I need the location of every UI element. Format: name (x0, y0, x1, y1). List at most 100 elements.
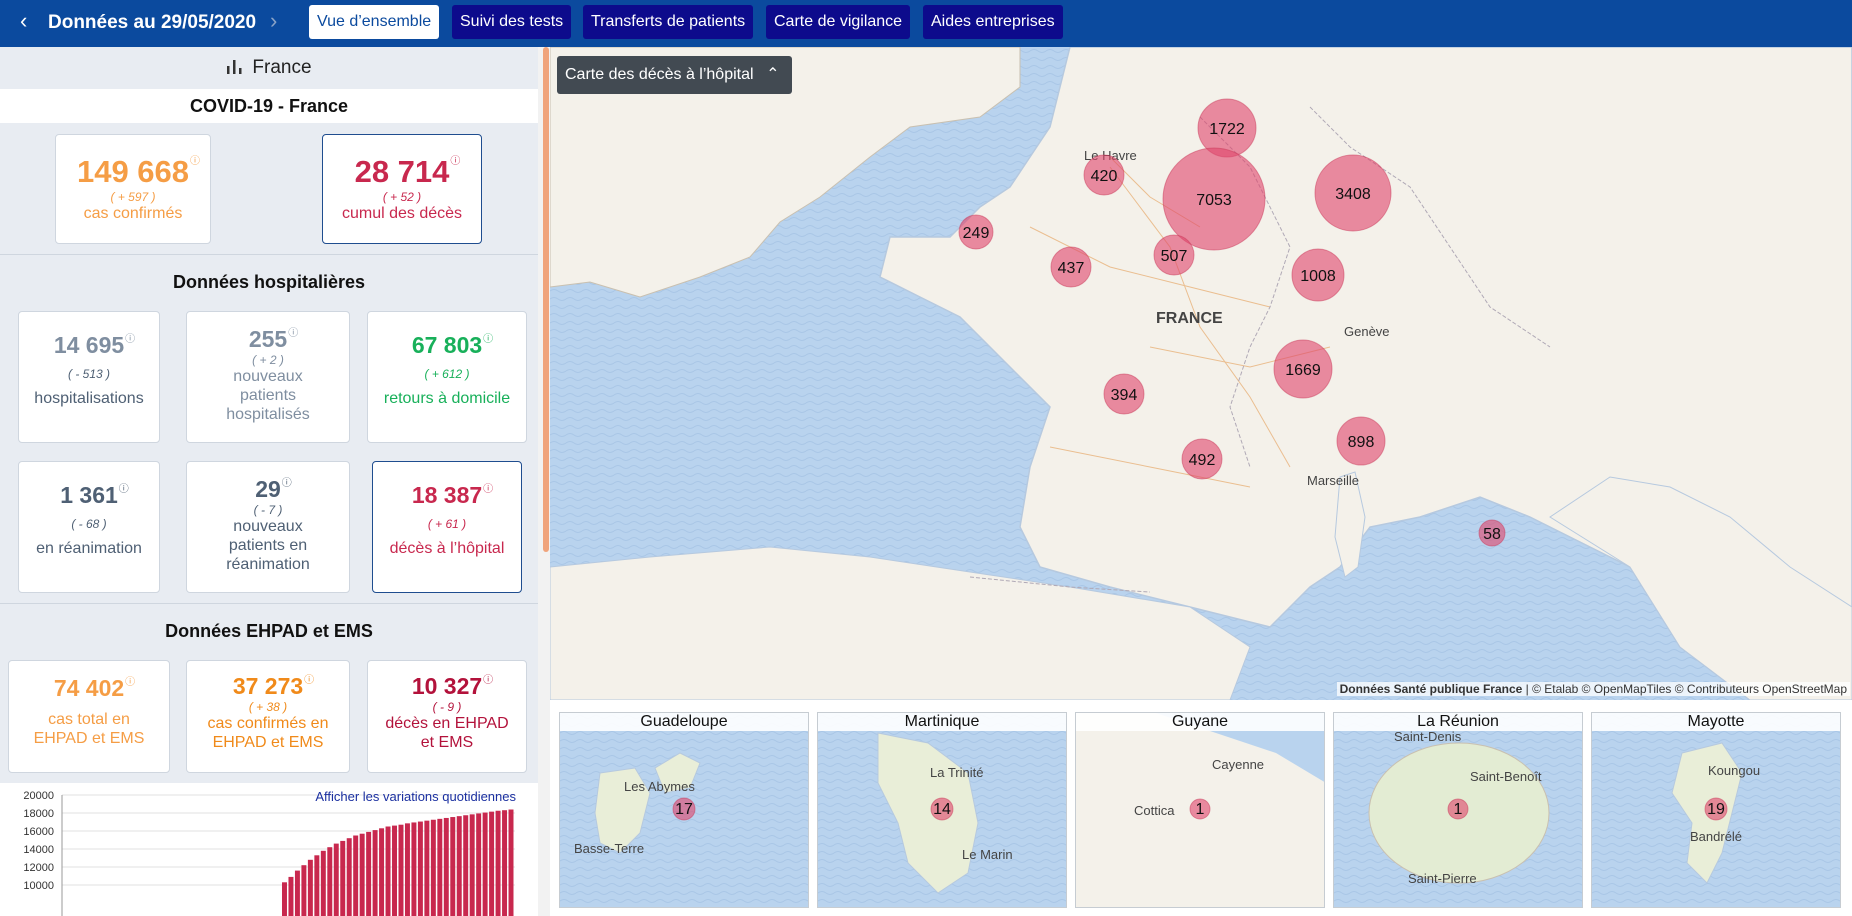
chart-bar[interactable] (443, 817, 449, 916)
chart-bar[interactable] (411, 822, 417, 916)
chart-bar[interactable] (359, 833, 365, 916)
intensive-care-label: en réanimation (36, 540, 142, 557)
card-ehpad-deaths[interactable]: 10 327 ⓘ ( - 9 ) décès en EHPAD et EMS (367, 660, 527, 773)
bubble-507[interactable]: 507 (1153, 234, 1195, 276)
card-returns-home[interactable]: 67 803 ⓘ ( + 612 ) retours à domicile (367, 311, 527, 443)
bubble-249[interactable]: 249 (958, 214, 994, 250)
chart-bar[interactable] (340, 840, 346, 916)
chart-bar[interactable] (502, 810, 508, 916)
tab-vigilance-map[interactable]: Carte de vigilance (766, 5, 911, 39)
chart-bar[interactable] (385, 826, 391, 916)
bubble-guyane[interactable]: 1 (1189, 798, 1211, 820)
chart-bar[interactable] (417, 821, 423, 916)
chart-bar[interactable] (482, 812, 488, 916)
card-ehpad-total[interactable]: 74 402 ⓘ cas total en EHPAD et EMS (8, 660, 170, 773)
chart-bar[interactable] (489, 811, 495, 916)
info-icon[interactable]: ⓘ (125, 677, 136, 688)
chart-bar[interactable] (366, 831, 372, 916)
chart-bar[interactable] (314, 855, 320, 916)
chart-bar[interactable] (437, 818, 443, 916)
chart-bar[interactable] (372, 830, 378, 916)
info-icon[interactable]: ⓘ (281, 478, 292, 489)
map-la-reunion[interactable]: Saint-Denis Saint-Benoît Saint-Pierre 1 … (1333, 712, 1583, 908)
chart-bar[interactable] (508, 809, 514, 916)
info-icon[interactable]: ⓘ (304, 675, 315, 686)
bubble-492[interactable]: 492 (1181, 438, 1223, 480)
bubble-mayotte[interactable]: 19 (1704, 797, 1728, 821)
info-icon[interactable]: ⓘ (450, 156, 461, 167)
bubble-la-reunion[interactable]: 1 (1447, 798, 1469, 820)
chart-bar[interactable] (398, 824, 404, 916)
chart-bar[interactable] (282, 882, 287, 916)
chart-bar[interactable] (320, 850, 326, 916)
info-icon[interactable]: ⓘ (125, 334, 136, 345)
info-icon[interactable]: ⓘ (118, 484, 129, 495)
info-icon[interactable]: ⓘ (190, 156, 201, 167)
chart-bar[interactable] (288, 876, 294, 916)
map-guadeloupe[interactable]: Les Abymes Basse-Terre 17 Guadeloupe (559, 712, 809, 908)
bubble-1008[interactable]: 1008 (1291, 248, 1345, 302)
bubble-1722[interactable]: 1722 (1197, 98, 1257, 158)
bubble-1669[interactable]: 1669 (1273, 339, 1333, 399)
previous-date-icon[interactable]: ‹ (20, 8, 28, 33)
map-guyane[interactable]: Cayenne Cottica 1 Guyane (1075, 712, 1325, 908)
bubble-394[interactable]: 394 (1103, 373, 1145, 415)
daily-variations-link[interactable]: Afficher les variations quotidiennes (315, 789, 516, 804)
bubble-3408[interactable]: 3408 (1314, 154, 1392, 232)
sidebar-scrollbar[interactable] (543, 47, 549, 552)
next-date-icon[interactable]: › (270, 8, 278, 33)
chart-bar[interactable] (294, 870, 300, 916)
tab-overview[interactable]: Vue d’ensemble (309, 5, 440, 39)
card-intensive-care[interactable]: 1 361 ⓘ ( - 68 ) en réanimation (18, 461, 160, 593)
chart-bar[interactable] (456, 816, 462, 916)
info-icon[interactable]: ⓘ (288, 328, 299, 339)
tab-business-aid[interactable]: Aides entreprises (923, 5, 1063, 39)
chart-bar[interactable] (495, 810, 501, 916)
region-selector[interactable]: France (0, 57, 538, 79)
card-hospital-deaths[interactable]: 18 387 ⓘ ( + 61 ) décès à l’hôpital (372, 461, 522, 593)
chart-bar[interactable] (404, 823, 410, 916)
chart-bar[interactable] (450, 817, 456, 916)
bubble-437[interactable]: 437 (1050, 246, 1092, 288)
main-map[interactable]: Le Havre Genève Marseille FRANCE 1722 42… (550, 47, 1852, 700)
chart-bar[interactable] (424, 820, 430, 916)
map-layer-button[interactable]: Carte des décès à l’hôpital ⌃ (557, 56, 792, 94)
card-new-hospitalised[interactable]: 255 ⓘ ( + 2 ) nouveaux patients hospitali… (186, 311, 350, 443)
y-tick-label: 16000 (23, 826, 54, 838)
y-tick-label: 12000 (23, 862, 54, 874)
tab-tests[interactable]: Suivi des tests (452, 5, 572, 39)
y-tick-label: 20000 (23, 790, 54, 802)
chart-bar[interactable] (392, 825, 397, 916)
card-ehpad-confirmed[interactable]: 37 273 ⓘ ( + 38 ) cas confirmés en EHPAD … (186, 660, 350, 773)
chart-bar[interactable] (327, 847, 333, 916)
map-mayotte[interactable]: Koungou Bandrélé 19 Mayotte (1591, 712, 1841, 908)
chart-bar[interactable] (333, 843, 339, 916)
ehpad-deaths-variation: ( - 9 ) (432, 700, 462, 714)
chart-bar[interactable] (463, 815, 469, 916)
info-icon[interactable]: ⓘ (483, 334, 494, 345)
card-cumulative-deaths[interactable]: 28 714 ⓘ ( + 52 ) cumul des décès (322, 134, 482, 244)
card-confirmed-cases[interactable]: 149 668 ⓘ ( + 597 ) cas confirmés (55, 134, 211, 244)
tab-patient-transfers[interactable]: Transferts de patients (583, 5, 754, 39)
card-new-intensive-care[interactable]: 29 ⓘ ( - 7 ) nouveaux patients en réanima… (186, 461, 350, 593)
bubble-58[interactable]: 58 (1478, 519, 1506, 547)
bubble-898[interactable]: 898 (1336, 416, 1386, 466)
chart-bar[interactable] (346, 838, 352, 916)
uk-landmass (550, 47, 1021, 298)
info-icon[interactable]: ⓘ (483, 675, 494, 686)
card-hospitalisations[interactable]: 14 695 ⓘ ( - 513 ) hospitalisations (18, 311, 160, 443)
bubble-7053[interactable]: 7053 (1162, 147, 1266, 251)
chart-bar[interactable] (301, 865, 307, 916)
chart-bar[interactable] (469, 814, 475, 916)
chart-bar[interactable] (430, 819, 436, 916)
chart-bar[interactable] (379, 828, 385, 916)
svg-text:437: 437 (1058, 260, 1085, 277)
bubble-420[interactable]: 420 (1083, 154, 1125, 196)
chart-bar[interactable] (353, 835, 359, 916)
chart-bar[interactable] (307, 859, 313, 916)
bubble-martinique[interactable]: 14 (930, 797, 954, 821)
info-icon[interactable]: ⓘ (483, 484, 494, 495)
chart-bar[interactable] (476, 813, 482, 916)
map-martinique[interactable]: La Trinité Le Marin 14 Martinique (817, 712, 1067, 908)
bubble-guadeloupe[interactable]: 17 (672, 797, 696, 821)
